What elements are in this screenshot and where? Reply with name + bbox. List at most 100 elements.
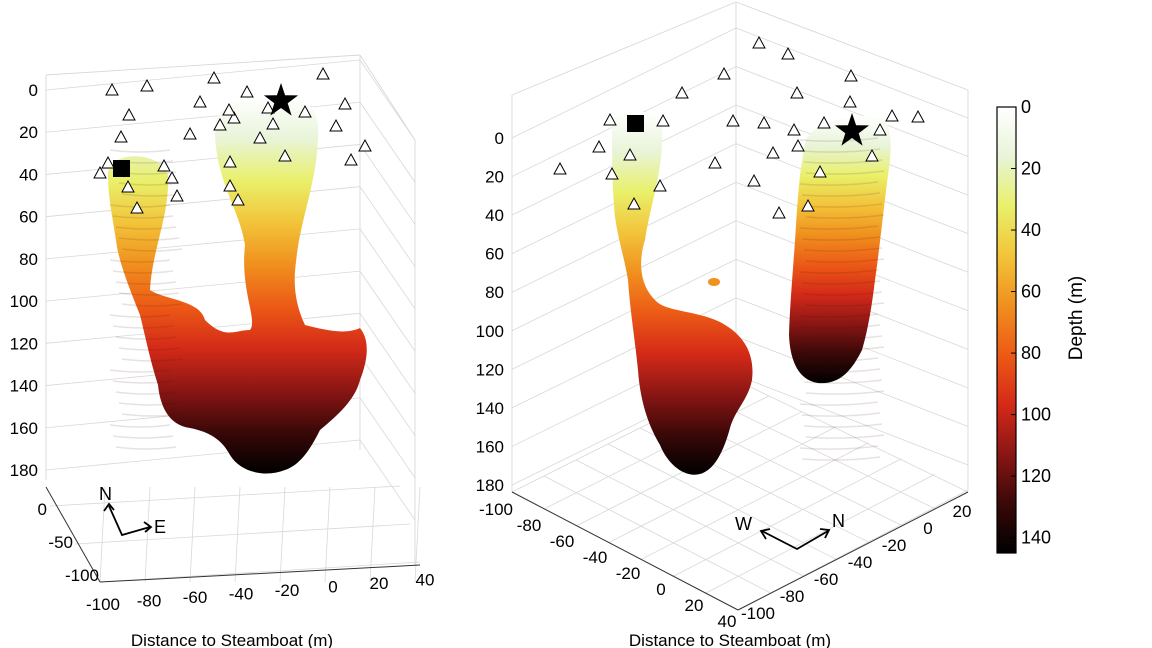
- left-plume-texture: [115, 391, 177, 395]
- right-grid-line: [511, 220, 737, 332]
- left-y-tick: -100: [65, 566, 99, 585]
- triangle-station-icon: [101, 155, 115, 169]
- right-floor-grid: [543, 475, 772, 594]
- right-plume-texture: [803, 291, 883, 296]
- triangle-station-icon: [726, 113, 740, 127]
- right-depth-tick: 160: [476, 437, 504, 456]
- left-grid-line: [359, 144, 416, 225]
- right-depth-tick: 80: [485, 283, 504, 302]
- right-floor-grid: [705, 473, 936, 594]
- north-arrowhead-icon-right: [819, 528, 831, 539]
- right-x-tick-labels: -100-80 -60 -40 -20 0 20 40: [479, 500, 736, 631]
- triangle-station-icon: [817, 115, 831, 129]
- triangle-station-icon: [592, 139, 606, 153]
- right-y-axis-line: [737, 491, 969, 611]
- right-x-tick: -60: [550, 532, 575, 551]
- star-vent-icon: [834, 113, 870, 146]
- left-plume-texture: [121, 248, 183, 252]
- triangle-station-icon: [790, 85, 804, 99]
- colorbar-tick-label: 40: [1021, 220, 1041, 240]
- left-depth-tick: 120: [10, 334, 38, 353]
- right-plume-texture: [801, 148, 881, 153]
- right-plume-texture: [801, 412, 881, 417]
- left-depth-tick: 100: [10, 292, 38, 311]
- left-floor-grid: [324, 486, 331, 583]
- triangle-station-icon: [911, 109, 925, 123]
- right-depth-tick: 0: [495, 129, 504, 148]
- triangle-station-icon: [261, 100, 275, 114]
- right-plume-west-body: [612, 111, 753, 475]
- right-x-tick: -100: [479, 500, 513, 519]
- left-x-tick-labels: -100 -80 -60 -40 -20 0 20 40: [86, 571, 434, 615]
- triangle-station-icon: [603, 112, 617, 126]
- right-box-edge: [511, 1, 737, 96]
- left-x-tick: -20: [275, 581, 300, 600]
- triangle-station-icon: [329, 118, 343, 132]
- triangle-station-icon: [752, 35, 766, 49]
- left-grid-line: [359, 439, 416, 521]
- triangle-station-icon: [165, 170, 179, 184]
- triangle-station-icon: [717, 66, 731, 80]
- left-plume-texture: [118, 402, 180, 406]
- left-depth-tick: 160: [10, 419, 38, 438]
- triangle-station-icon: [338, 96, 352, 110]
- triangle-station-icon: [157, 158, 171, 172]
- left-plume-texture: [115, 226, 177, 230]
- left-box-edge: [45, 54, 361, 76]
- right-grid-line: [511, 258, 737, 370]
- right-floor-grid: [575, 459, 804, 577]
- right-compass: W N: [735, 511, 845, 551]
- right-plume-texture: [799, 269, 879, 274]
- left-floor-grid: [189, 486, 196, 583]
- left-plume-texture: [109, 369, 171, 373]
- east-arrowhead-icon: [143, 521, 153, 533]
- triangle-station-icon: [170, 188, 184, 202]
- left-plume-texture: [118, 292, 180, 296]
- left-y-tick-labels: 0-50 -100: [38, 500, 99, 585]
- right-x-tick: -20: [616, 564, 641, 583]
- left-depth-tick: 180: [10, 461, 38, 480]
- triangle-station-icon: [253, 130, 267, 144]
- right-depth-tick: 180: [476, 476, 504, 495]
- right-floor-grid: [640, 442, 869, 560]
- left-floor-grid: [144, 486, 151, 583]
- right-plume-texture: [801, 192, 881, 197]
- right-plume-texture: [805, 390, 885, 395]
- left-plume-texture: [121, 358, 183, 362]
- right-plume-texture: [799, 313, 879, 318]
- triangle-station-icon: [675, 85, 689, 99]
- left-depth-tick: 140: [10, 377, 38, 396]
- right-plume-texture: [805, 346, 885, 351]
- right-plume-texture: [805, 258, 885, 263]
- left-x-axis-line: [99, 564, 421, 583]
- left-floor-grid: [369, 486, 376, 583]
- triangle-station-icon: [708, 155, 722, 169]
- left-x-tick: 40: [416, 571, 435, 590]
- triangle-station-icon: [757, 115, 771, 129]
- left-plume-texture: [115, 446, 177, 450]
- right-seismic-stations: [553, 35, 925, 219]
- triangle-station-icon: [801, 198, 815, 212]
- left-y-axis-line: [45, 486, 101, 583]
- left-plume-texture: [118, 182, 180, 186]
- right-x-axis-line: [511, 491, 739, 611]
- right-depth-tick-labels: 0 20 40 60 80 100 120 140 160 180: [476, 129, 504, 495]
- colorbar-tick-label: 100: [1021, 405, 1051, 425]
- right-y-tick: -60: [814, 570, 839, 589]
- triangle-station-icon: [278, 148, 292, 162]
- right-plume-texture: [805, 214, 885, 219]
- triangle-station-icon: [653, 178, 667, 192]
- triangle-station-icon: [605, 166, 619, 180]
- triangle-station-icon: [747, 173, 761, 187]
- left-plume-texture: [109, 149, 171, 153]
- left-grid-line: [359, 101, 416, 183]
- right-floor-grid: [735, 379, 969, 493]
- left-x-tick: -80: [137, 592, 162, 611]
- triangle-station-icon: [787, 122, 801, 136]
- triangle-station-icon: [873, 122, 887, 136]
- left-plume-texture: [118, 347, 180, 351]
- left-x-tick: 0: [328, 578, 337, 597]
- triangle-station-icon: [781, 46, 795, 60]
